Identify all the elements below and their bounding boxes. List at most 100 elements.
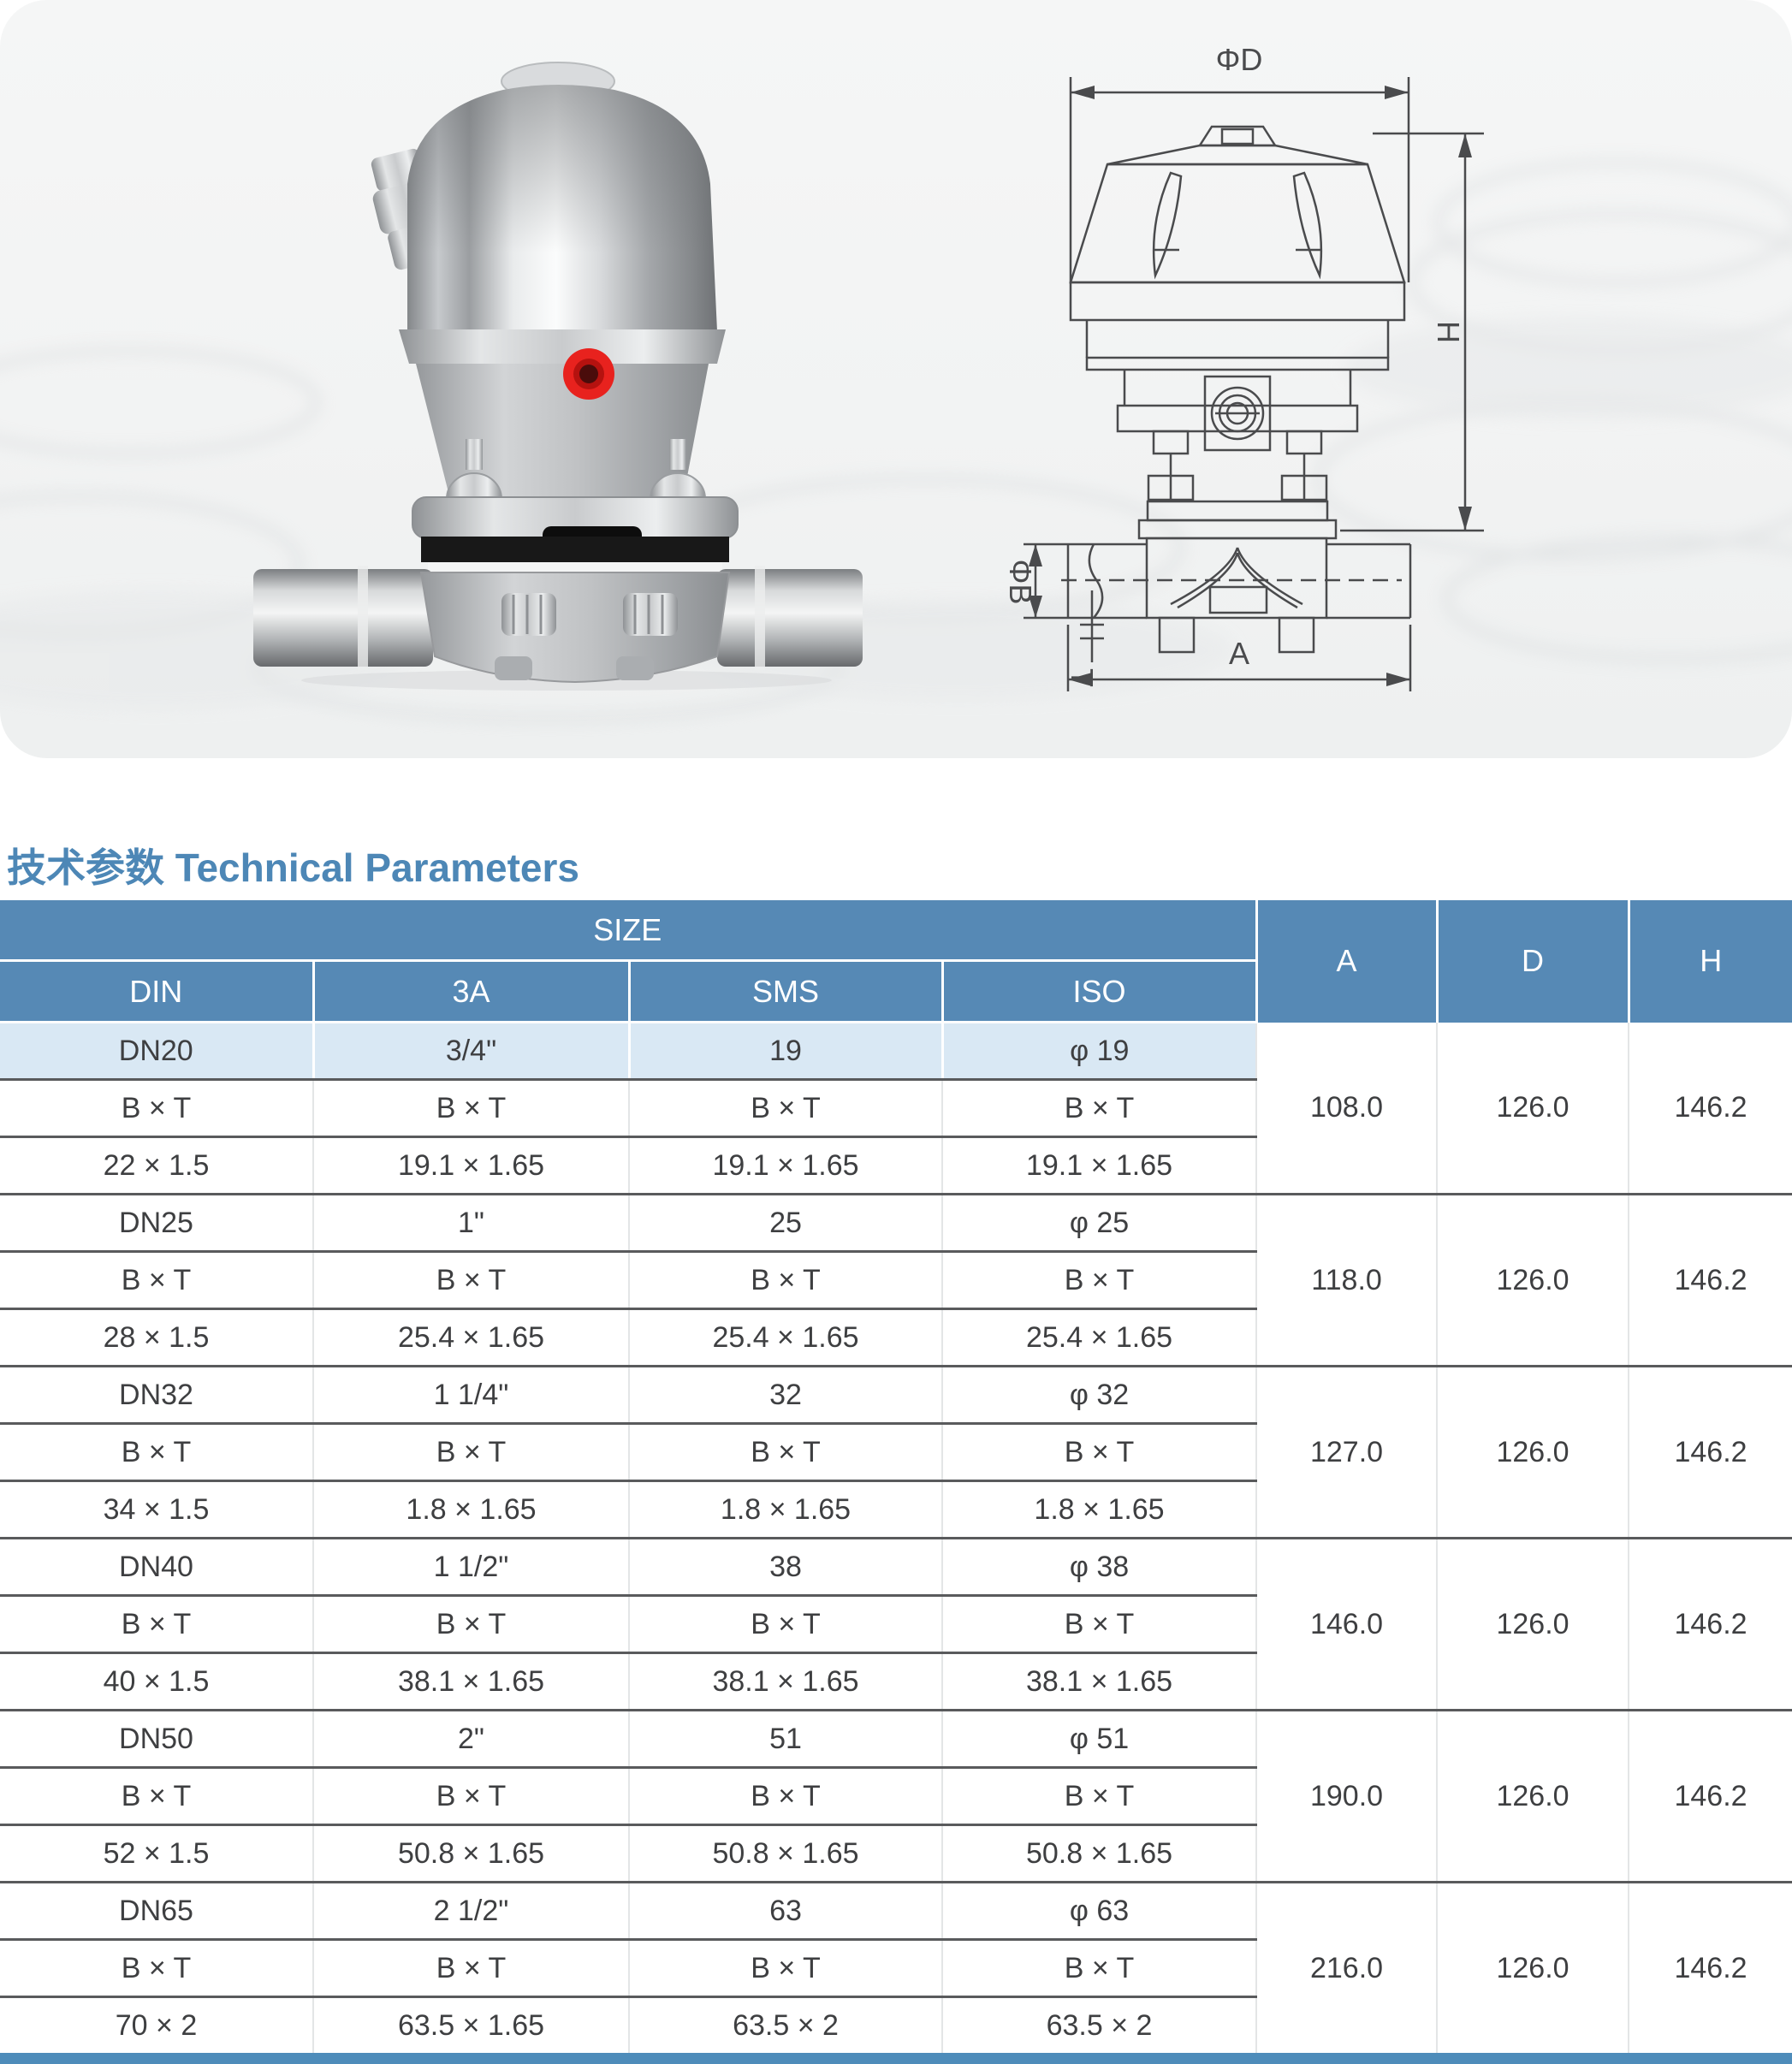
size-cell: 22 × 1.5 bbox=[0, 1136, 313, 1195]
header-sms: SMS bbox=[627, 960, 942, 1023]
size-cell: B × T bbox=[941, 1595, 1257, 1654]
dome-crown-shade bbox=[407, 85, 710, 252]
header-3a: 3A bbox=[312, 960, 629, 1023]
size-cell: B × T bbox=[312, 1079, 629, 1138]
size-cell: 25.4 × 1.65 bbox=[941, 1308, 1257, 1367]
size-cell: 63.5 × 1.65 bbox=[312, 1996, 629, 2055]
size-cell: B × T bbox=[941, 1251, 1257, 1310]
h-value-cell: 146.2 bbox=[1628, 1710, 1792, 1883]
bottom-accent-bar bbox=[0, 2053, 1792, 2064]
h-value-cell: 146.2 bbox=[1628, 1538, 1792, 1711]
size-cell: B × T bbox=[941, 1079, 1257, 1138]
size-cell: 19.1 × 1.65 bbox=[312, 1136, 629, 1195]
gasket-line bbox=[428, 562, 722, 572]
size-cell: 38 bbox=[628, 1538, 942, 1597]
size-cell: φ 32 bbox=[941, 1366, 1257, 1425]
size-cell: φ 19 bbox=[941, 1022, 1257, 1081]
size-cell: 63.5 × 2 bbox=[628, 1996, 942, 2055]
size-cell: DN50 bbox=[0, 1710, 313, 1769]
red-port bbox=[563, 348, 614, 400]
h-value-cell: 146.2 bbox=[1628, 1194, 1792, 1367]
table-row: 40 × 1.5 38.1 × 1.65 38.1 × 1.65 38.1 × 1.6… bbox=[0, 1652, 1792, 1711]
d-value-cell: 126.0 bbox=[1436, 1022, 1629, 1195]
size-cell: 3/4" bbox=[312, 1022, 629, 1081]
header-row-standards: DIN 3A SMS ISO bbox=[0, 960, 1792, 1023]
h-value-cell: 146.2 bbox=[1628, 1366, 1792, 1539]
pipe-right bbox=[717, 569, 863, 667]
size-cell: B × T bbox=[628, 1423, 942, 1482]
pipe-left bbox=[253, 569, 433, 667]
table-row: 28 × 1.5 25.4 × 1.65 25.4 × 1.65 25.4 × 1.6… bbox=[0, 1308, 1792, 1367]
table-row: DN32 1 1/4" 32 φ 32 127.0 126.0 146.2 bbox=[0, 1366, 1792, 1539]
size-cell: 38.1 × 1.65 bbox=[941, 1652, 1257, 1711]
size-cell: B × T bbox=[312, 1595, 629, 1654]
size-cell: 1" bbox=[312, 1194, 629, 1253]
size-cell: φ 38 bbox=[941, 1538, 1257, 1597]
size-cell: 52 × 1.5 bbox=[0, 1824, 313, 1883]
header-din: DIN bbox=[0, 960, 313, 1023]
size-cell: B × T bbox=[0, 1423, 313, 1482]
table-row: DN40 1 1/2" 38 φ 38 146.0 126.0 146.2 bbox=[0, 1538, 1792, 1711]
d-value-cell: 126.0 bbox=[1436, 1538, 1629, 1711]
size-cell: 2" bbox=[312, 1710, 629, 1769]
size-cell: φ 25 bbox=[941, 1194, 1257, 1253]
a-value-cell: 146.0 bbox=[1255, 1538, 1438, 1711]
size-cell: DN32 bbox=[0, 1366, 313, 1425]
valve-dimension-drawing: ΦD H ΦB T A bbox=[1003, 42, 1484, 691]
size-cell: 19.1 × 1.65 bbox=[628, 1136, 942, 1195]
d-value-cell: 126.0 bbox=[1436, 1194, 1629, 1367]
knurled-boss-left bbox=[501, 593, 556, 636]
size-cell: 1.8 × 1.65 bbox=[941, 1480, 1257, 1539]
size-cell: B × T bbox=[0, 1595, 313, 1654]
size-cell: 34 × 1.5 bbox=[0, 1480, 313, 1539]
size-cell: B × T bbox=[628, 1595, 942, 1654]
table-row: 52 × 1.5 50.8 × 1.65 50.8 × 1.65 50.8 × 1.6… bbox=[0, 1824, 1792, 1883]
size-cell: φ 63 bbox=[941, 1882, 1257, 1941]
size-cell: 63.5 × 2 bbox=[941, 1996, 1257, 2055]
size-cell: B × T bbox=[0, 1939, 313, 1998]
size-cell: 25 bbox=[628, 1194, 942, 1253]
size-cell: 1.8 × 1.65 bbox=[312, 1480, 629, 1539]
header-size: SIZE bbox=[0, 900, 1257, 962]
size-cell: B × T bbox=[941, 1939, 1257, 1998]
size-cell: 50.8 × 1.65 bbox=[312, 1824, 629, 1883]
a-value-cell: 108.0 bbox=[1255, 1022, 1438, 1195]
size-cell: DN40 bbox=[0, 1538, 313, 1597]
d-value-cell: 126.0 bbox=[1436, 1710, 1629, 1883]
table-row: 22 × 1.5 19.1 × 1.65 19.1 × 1.65 19.1 × 1.6… bbox=[0, 1136, 1792, 1195]
a-value-cell: 190.0 bbox=[1255, 1710, 1438, 1883]
header-iso: ISO bbox=[941, 960, 1257, 1023]
size-cell: 38.1 × 1.65 bbox=[628, 1652, 942, 1711]
d-value-cell: 126.0 bbox=[1436, 1366, 1629, 1539]
valve-photo bbox=[253, 62, 863, 691]
technical-parameters-table: SIZE A D H DIN 3A SMS ISO DN20 3/4" 19 φ 19… bbox=[0, 900, 1792, 2055]
size-cell: DN25 bbox=[0, 1194, 313, 1253]
pipe-left-weld bbox=[358, 566, 368, 670]
table-row: DN25 1" 25 φ 25 118.0 126.0 146.2 bbox=[0, 1194, 1792, 1367]
h-value-cell: 146.2 bbox=[1628, 1882, 1792, 2055]
clamp-band bbox=[421, 537, 729, 562]
size-cell: φ 51 bbox=[941, 1710, 1257, 1769]
product-banner: ΦD H ΦB T A bbox=[0, 0, 1792, 758]
size-cell: DN20 bbox=[0, 1022, 313, 1081]
size-cell: 38.1 × 1.65 bbox=[312, 1652, 629, 1711]
size-cell: B × T bbox=[941, 1767, 1257, 1826]
size-cell: 50.8 × 1.65 bbox=[628, 1824, 942, 1883]
a-value-cell: 216.0 bbox=[1255, 1882, 1438, 2055]
h-value-cell: 146.2 bbox=[1628, 1022, 1792, 1195]
size-cell: 51 bbox=[628, 1710, 942, 1769]
size-cell: B × T bbox=[312, 1767, 629, 1826]
size-cell: B × T bbox=[0, 1079, 313, 1138]
size-cell: DN65 bbox=[0, 1882, 313, 1941]
table-row: DN65 2 1/2" 63 φ 63 216.0 126.0 146.2 bbox=[0, 1882, 1792, 2055]
size-cell: B × T bbox=[0, 1251, 313, 1310]
dim-label-phi-b: ΦB bbox=[1003, 560, 1038, 605]
table-row: 34 × 1.5 1.8 × 1.65 1.8 × 1.65 1.8 × 1.65 bbox=[0, 1480, 1792, 1539]
body-foot-left bbox=[495, 656, 532, 680]
